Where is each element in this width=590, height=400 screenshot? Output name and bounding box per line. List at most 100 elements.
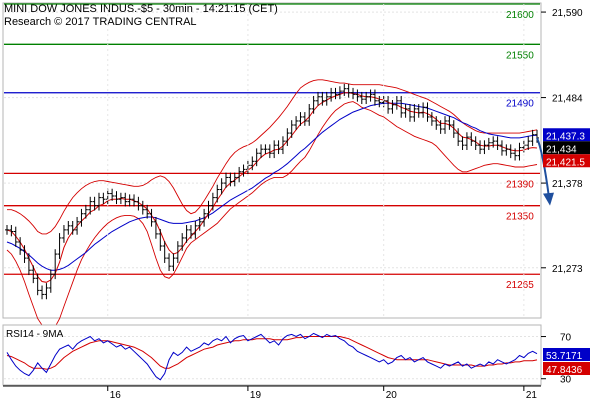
x-tick-label: 19	[250, 390, 262, 400]
price-bar	[434, 116, 439, 130]
price-bar	[337, 86, 342, 100]
price-bar	[232, 172, 237, 187]
price-bar	[311, 95, 316, 114]
level-label-21490: 21490	[506, 99, 534, 110]
price-tag: 21,434	[543, 141, 590, 155]
price-bar	[355, 89, 360, 102]
price-bar	[53, 249, 58, 280]
price-bar	[110, 188, 115, 201]
price-bar	[66, 221, 71, 235]
price-bar	[153, 216, 158, 239]
price-bar	[473, 136, 478, 151]
price-bar	[237, 166, 242, 183]
price-bar	[429, 112, 434, 126]
level-label-21265: 21265	[506, 280, 534, 291]
price-bar	[351, 87, 356, 100]
price-y-tick-label: 21,273	[552, 264, 583, 275]
price-bar	[276, 140, 281, 155]
price-bar	[478, 140, 483, 155]
rsi-lines	[6, 332, 538, 381]
price-bar	[425, 102, 430, 122]
price-bar	[421, 102, 426, 118]
price-bar	[31, 265, 36, 284]
price-bar	[263, 144, 268, 155]
price-bar	[241, 164, 246, 177]
price-bar	[447, 116, 452, 130]
price-bar	[513, 148, 518, 161]
price-bar	[456, 128, 461, 146]
price-bar	[162, 241, 167, 263]
price-bar	[368, 89, 373, 102]
price-bar	[394, 95, 399, 110]
rsi-label: RSI14 - 9MA	[6, 329, 64, 340]
price-bar	[412, 104, 417, 122]
price-bar	[184, 225, 189, 243]
price-bar	[48, 269, 53, 293]
chart-title: MINI DOW JONES INDUS.-$5 - 30min - 14:21…	[4, 3, 278, 15]
price-bar	[79, 208, 84, 227]
price-y-axis: 21,590 21,484 21,378 21,273	[541, 8, 583, 275]
x-tick-label: 21	[526, 390, 538, 400]
forecast-arrow-head	[543, 192, 554, 206]
price-bar	[149, 208, 154, 227]
price-tag-box	[543, 154, 590, 168]
price-bar	[460, 136, 465, 151]
ma-slow-line	[6, 102, 538, 271]
rsi-last-value-tags: 53.7171 47.8436	[543, 348, 590, 376]
rsi-y-tick-label: 70	[560, 333, 572, 344]
price-tag-box	[543, 128, 590, 142]
price-tag-label: 21,421.5	[546, 157, 585, 168]
rsi-ma-line	[6, 336, 538, 370]
level-lines: 21600 21550 21490 21390 21350 21265	[4, 3, 540, 291]
price-y-tick-label: 21,590	[552, 8, 583, 19]
rsi-tag: 53.7171	[543, 348, 590, 362]
rsi-y-tick-label: 30	[560, 375, 572, 386]
price-bar	[88, 196, 93, 215]
rsi-tag-label: 47.8436	[546, 365, 583, 376]
price-last-value-tags: 21,437.3 21,434 21,421.5	[543, 128, 590, 168]
price-bar	[193, 221, 198, 239]
rsi-panel-frame	[2, 324, 542, 386]
price-bar	[451, 120, 456, 138]
price-bar	[390, 99, 395, 114]
price-bar	[342, 83, 347, 96]
price-bar	[83, 204, 88, 219]
price-bar	[219, 178, 224, 195]
rsi-gridlines	[4, 336, 540, 380]
price-bar	[61, 225, 66, 243]
price-bar	[517, 142, 522, 161]
level-label-21550: 21550	[506, 50, 534, 61]
price-bar	[377, 95, 382, 108]
price-bar	[491, 136, 496, 148]
price-bar	[495, 136, 500, 151]
price-bar	[294, 116, 299, 130]
price-bar	[267, 144, 272, 159]
rsi-line	[6, 332, 538, 381]
x-tick-label: 20	[386, 390, 398, 400]
price-bar	[254, 148, 259, 167]
price-bar	[18, 237, 23, 255]
price-bar	[9, 225, 14, 237]
price-bar	[132, 194, 137, 207]
bb-upper-line	[7, 79, 538, 235]
rsi-tag-box	[543, 348, 590, 361]
price-bar	[320, 91, 325, 106]
price-tag-box	[543, 141, 590, 155]
price-bar	[324, 91, 329, 106]
price-bar	[35, 273, 40, 296]
price-bar	[101, 192, 106, 205]
price-bar	[285, 128, 290, 146]
price-bar	[118, 192, 123, 205]
price-bar	[206, 200, 211, 219]
price-bars	[5, 83, 539, 300]
price-bar	[443, 116, 448, 134]
price-bar	[372, 89, 377, 106]
price-bar	[202, 208, 207, 227]
price-bar	[259, 144, 264, 159]
price-bar	[44, 283, 49, 300]
price-bar	[57, 233, 62, 259]
price-bar	[224, 172, 229, 188]
price-bar	[175, 241, 180, 263]
price-bar	[123, 192, 128, 207]
